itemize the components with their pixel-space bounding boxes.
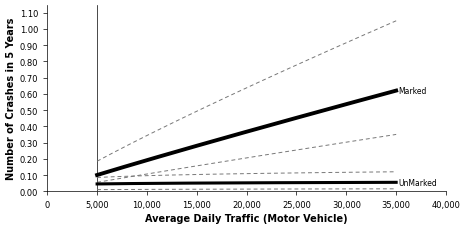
X-axis label: Average Daily Traffic (Motor Vehicle): Average Daily Traffic (Motor Vehicle) bbox=[145, 213, 348, 224]
Text: UnMarked: UnMarked bbox=[398, 178, 437, 187]
Text: Marked: Marked bbox=[398, 87, 426, 96]
Y-axis label: Number of Crashes in 5 Years: Number of Crashes in 5 Years bbox=[6, 18, 15, 179]
